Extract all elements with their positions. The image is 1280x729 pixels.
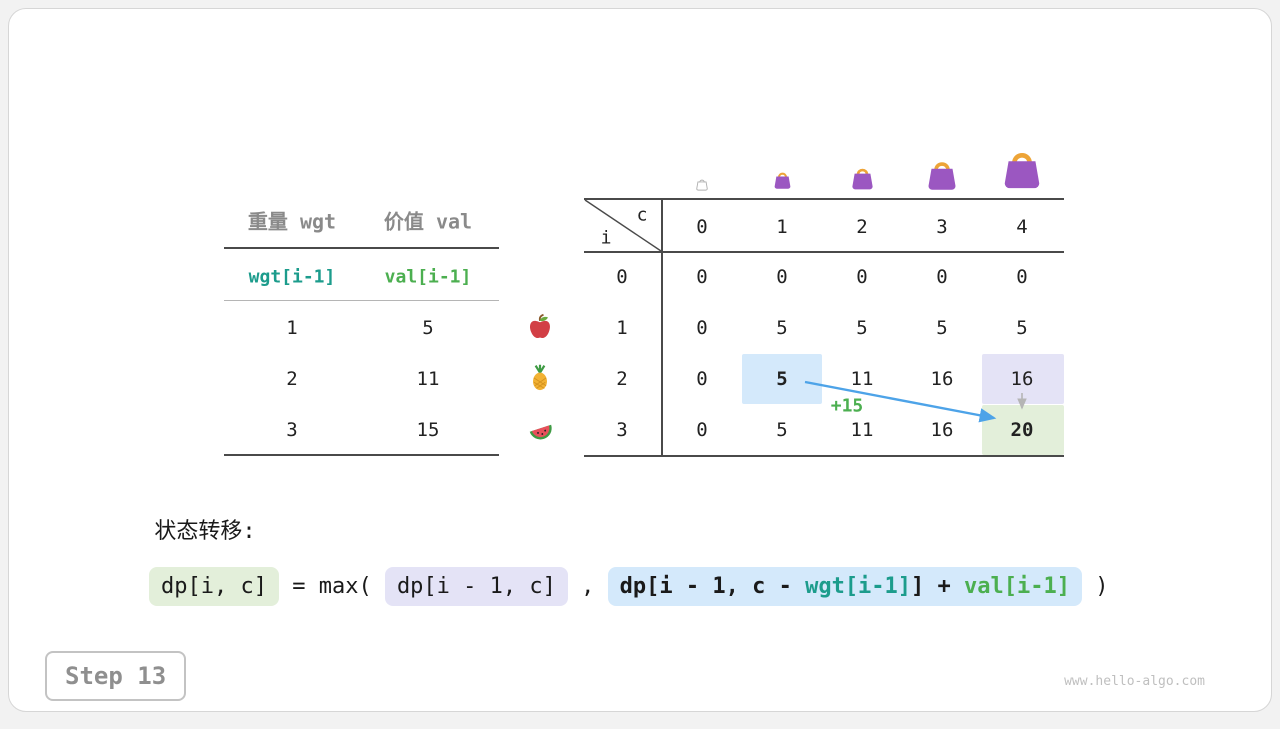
item-wgt-3: 3 bbox=[286, 419, 298, 441]
dp-rule-vertical bbox=[661, 198, 663, 456]
dp-cell-0-1: 0 bbox=[776, 266, 788, 288]
formula-option-2-prefix: dp[i - 1, c - bbox=[619, 574, 806, 599]
items-header-val: 价值 val bbox=[383, 209, 473, 234]
bag-icon-col-1 bbox=[772, 169, 793, 194]
item-wgt-1: 1 bbox=[286, 317, 298, 339]
dp-col-header-3: 3 bbox=[936, 216, 948, 238]
watermelon-icon bbox=[526, 415, 556, 445]
transition-formula: dp[i, c] = max( dp[i - 1, c] , dp[i - 1,… bbox=[149, 567, 1109, 606]
step-badge: Step 13 bbox=[45, 651, 187, 701]
dp-row-header-0: 0 bbox=[616, 266, 628, 288]
dp-cell-2-3: 16 bbox=[930, 368, 954, 390]
dp-cell-1-2: 5 bbox=[856, 317, 868, 339]
dp-cell-2-2: 11 bbox=[850, 368, 874, 390]
dp-row-header-1: 1 bbox=[616, 317, 628, 339]
dp-cell-1-4: 5 bbox=[1016, 317, 1028, 339]
dp-rule-bottom bbox=[584, 455, 1064, 457]
formula-option-2-mid: ] + bbox=[911, 574, 965, 599]
items-formula-val: val[i-1] bbox=[384, 266, 472, 288]
watermark: www.hello-algo.com bbox=[1064, 674, 1205, 689]
dp-cell-3-4: 20 bbox=[1010, 419, 1034, 441]
dp-cell-3-3: 16 bbox=[930, 419, 954, 441]
formula-option-2-wgt: wgt[i-1] bbox=[805, 574, 912, 599]
formula-close-paren: ) bbox=[1082, 574, 1109, 599]
items-formula-wgt: wgt[i-1] bbox=[248, 266, 336, 288]
formula-option-1: dp[i - 1, c] bbox=[384, 567, 568, 606]
items-table-rule-mid bbox=[224, 300, 499, 301]
dp-cell-2-0: 0 bbox=[696, 368, 708, 390]
bag-icon-col-3 bbox=[924, 156, 960, 196]
dp-cell-0-4: 0 bbox=[1016, 266, 1028, 288]
formula-option-2-val: val[i-1] bbox=[964, 574, 1070, 599]
apple-icon bbox=[526, 313, 554, 341]
dp-row-header-2: 2 bbox=[616, 368, 628, 390]
bag-icon-col-0 bbox=[695, 176, 709, 195]
dp-corner-col-var: c bbox=[636, 204, 648, 226]
dp-col-header-1: 1 bbox=[776, 216, 788, 238]
dp-cell-2-1: 5 bbox=[776, 368, 788, 390]
item-wgt-2: 2 bbox=[286, 368, 298, 390]
formula-lhs: dp[i, c] bbox=[149, 567, 279, 606]
dp-cell-3-1: 5 bbox=[776, 419, 788, 441]
dp-rule-header bbox=[584, 251, 1064, 253]
dp-col-header-4: 4 bbox=[1016, 216, 1028, 238]
dp-cell-3-2: 11 bbox=[850, 419, 874, 441]
dp-col-header-0: 0 bbox=[696, 216, 708, 238]
formula-comma: , bbox=[567, 574, 608, 599]
dp-cell-0-2: 0 bbox=[856, 266, 868, 288]
dp-rule-top bbox=[584, 198, 1064, 200]
dp-row-header-3: 3 bbox=[616, 419, 628, 441]
dp-cell-2-4: 16 bbox=[1010, 368, 1034, 390]
dp-cell-0-0: 0 bbox=[696, 266, 708, 288]
item-val-1: 5 bbox=[422, 317, 434, 339]
dp-cell-1-3: 5 bbox=[936, 317, 948, 339]
dp-highlight-source-purple bbox=[982, 354, 1064, 404]
formula-equals-max: = max( bbox=[278, 574, 385, 599]
pineapple-icon bbox=[526, 363, 554, 391]
arrows-overlay bbox=[584, 199, 1027, 423]
item-val-3: 15 bbox=[416, 419, 440, 441]
items-table-rule-bottom bbox=[224, 454, 499, 456]
item-val-2: 11 bbox=[416, 368, 440, 390]
dp-corner-row-var: i bbox=[600, 227, 612, 249]
items-table-rule-top bbox=[224, 247, 499, 249]
transition-label: 状态转移: bbox=[154, 519, 256, 544]
dp-corner-diagonal bbox=[584, 199, 662, 252]
bag-icon-col-4 bbox=[999, 145, 1045, 195]
dp-cell-0-3: 0 bbox=[936, 266, 948, 288]
items-header-wgt: 重量 wgt bbox=[247, 209, 337, 234]
arrow-annotation: +15 bbox=[830, 395, 864, 417]
formula-option-2: dp[i - 1, c - wgt[i-1]] + val[i-1] bbox=[607, 567, 1082, 606]
dp-cell-1-0: 0 bbox=[696, 317, 708, 339]
bag-icon-col-2 bbox=[849, 164, 876, 195]
dp-col-header-2: 2 bbox=[856, 216, 868, 238]
diagram-card: 重量 wgt 价值 val wgt[i-1] val[i-1] 1 5 2 11… bbox=[8, 8, 1272, 712]
dp-cell-1-1: 5 bbox=[776, 317, 788, 339]
dp-cell-3-0: 0 bbox=[696, 419, 708, 441]
